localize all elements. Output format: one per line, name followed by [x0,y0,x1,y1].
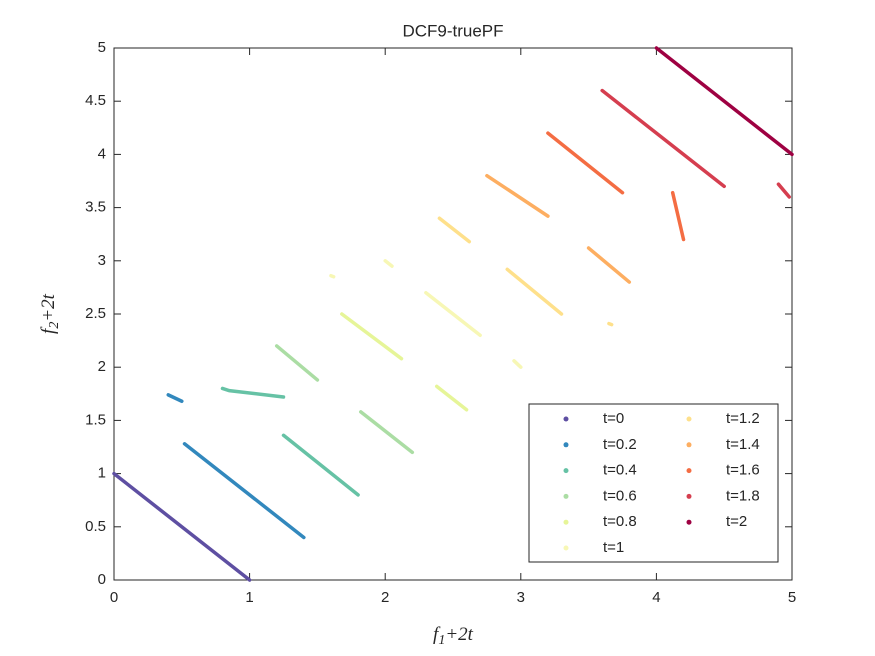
x-tick-label: 0 [110,589,118,606]
legend-marker [686,416,692,422]
y-tick-label: 0 [98,571,106,588]
series-line [600,88,792,199]
x-tick-label: 4 [652,589,660,606]
x-tick-label: 5 [788,589,796,606]
legend-label: t=0.8 [603,513,637,530]
y-label-sub: 2 [47,322,62,329]
series-line [166,393,306,540]
legend-marker [563,545,569,551]
y-tick-label: 2.5 [85,305,106,322]
legend-marker [563,442,569,448]
series-line [437,216,614,327]
legend-marker [563,468,569,474]
legend-label: t=1 [603,539,624,556]
x-label-rest: +2t [445,624,473,645]
legend-label: t=1.4 [726,436,760,453]
legend-marker [563,519,569,525]
y-tick-label: 3 [98,252,106,269]
chart-title: DCF9-truePF [402,21,503,40]
legend-label: t=1.2 [726,410,760,427]
legend-marker [686,442,692,448]
legend-label: t=2 [726,513,747,530]
legend-marker [686,468,692,474]
legend-marker [686,493,692,499]
x-axis-label: f1+2t [433,624,474,648]
x-label-base: f [433,624,441,645]
legend: t=0 t=0.2 t=0.4 t=0.6 t=0.8 t=1 t=1.2 t=1.4 t=1.… [528,403,779,563]
legend-marker [563,493,569,499]
series-line [340,312,469,412]
series-line [654,46,794,157]
y-tick-label: 4.5 [85,92,106,109]
legend-label: t=1.8 [726,487,760,504]
legend-marker [686,519,692,525]
y-tick-label: 4 [98,145,106,162]
y-axis-label: f2+2t [38,293,62,334]
x-tick-label: 1 [245,589,253,606]
series-line [112,471,252,582]
series-line [274,344,415,455]
legend-label: t=0 [603,410,624,427]
y-tick-label: 1 [98,465,106,482]
y-tick-label: 1.5 [85,411,106,428]
legend-label: t=0.2 [603,436,637,453]
legend-label: t=1.6 [726,462,760,479]
y-label-rest: +2t [38,293,59,321]
series-line [220,386,360,497]
legend-label: t=0.4 [603,462,637,479]
legend-label: t=0.6 [603,487,637,504]
legend-marker [563,416,569,422]
legend-box [528,403,779,563]
series-line [546,131,686,242]
y-tick-label: 3.5 [85,199,106,216]
y-tick-label: 0.5 [85,518,106,535]
series-line [485,173,632,284]
x-label-sub: 1 [438,633,445,648]
y-label-base: f [38,326,59,334]
x-tick-label: 3 [517,589,525,606]
x-tick-label: 2 [381,589,389,606]
y-tick-label: 5 [98,39,106,56]
y-tick-label: 2 [98,358,106,375]
series-line [329,259,523,369]
